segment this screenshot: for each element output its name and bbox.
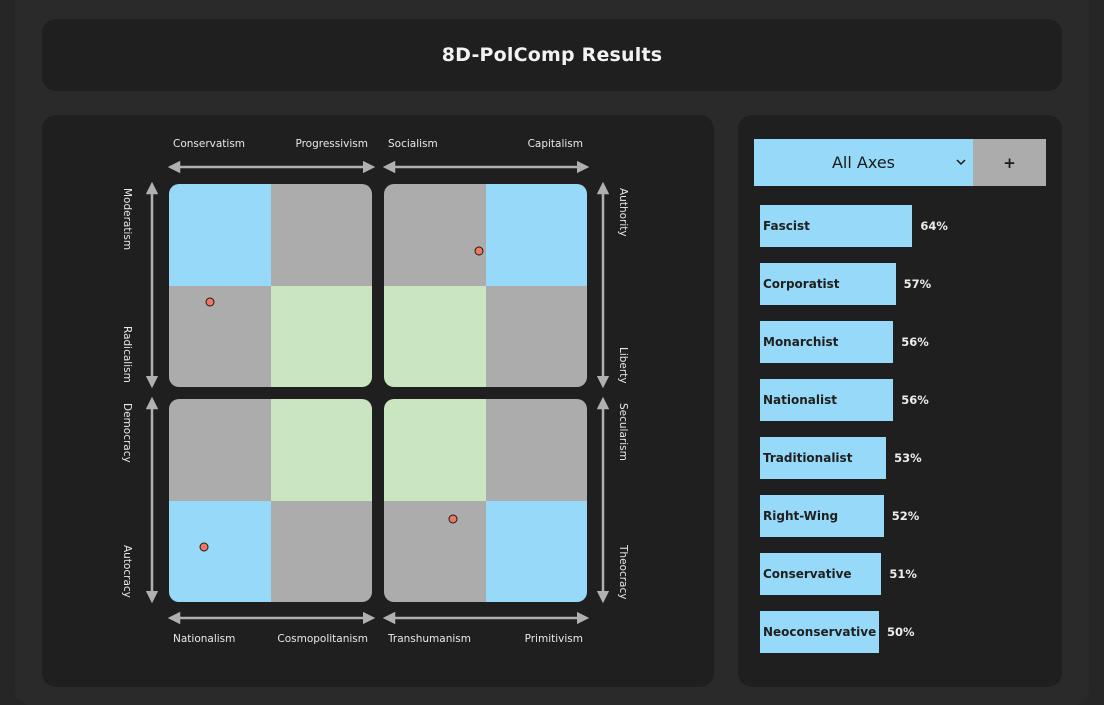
label-cosmopolitanism: Cosmopolitanism bbox=[277, 633, 368, 645]
result-percent: 51% bbox=[889, 567, 917, 581]
result-row: Corporatist 57% bbox=[760, 263, 931, 305]
result-marker bbox=[448, 514, 458, 524]
result-marker bbox=[205, 297, 215, 307]
label-conservatism: Conservatism bbox=[173, 138, 246, 150]
page-title: 8D-PolComp Results bbox=[441, 44, 663, 66]
result-percent: 56% bbox=[901, 393, 929, 407]
compass-panel: Conservatism Progressivism Socialism Cap… bbox=[42, 115, 714, 687]
compass-cell-blue bbox=[169, 184, 271, 286]
compass-cell-blue bbox=[169, 500, 271, 602]
compass-cell-grey bbox=[384, 184, 486, 286]
result-marker bbox=[199, 542, 208, 552]
axis-arrows bbox=[145, 160, 610, 625]
compass-cell-blue bbox=[485, 184, 587, 286]
result-bar: Nationalist bbox=[760, 379, 894, 421]
compass-top-right bbox=[384, 184, 587, 387]
result-row: Conservative 51% bbox=[760, 553, 917, 595]
label-nationalism: Nationalism bbox=[173, 633, 236, 645]
add-axis-button[interactable]: + bbox=[973, 139, 1046, 186]
result-row: Fascist 64% bbox=[760, 205, 948, 247]
compass-cell-green bbox=[270, 285, 372, 387]
compass-cell-grey bbox=[485, 399, 587, 501]
compass-cell-blue bbox=[485, 500, 587, 602]
label-liberty: Liberty bbox=[617, 347, 629, 384]
compass-bottom-right bbox=[384, 399, 587, 602]
compass-cell-green bbox=[270, 399, 372, 501]
label-autocracy: Autocracy bbox=[121, 545, 133, 598]
label-moderatism: Moderatism bbox=[121, 188, 133, 251]
compass-cell-grey bbox=[169, 285, 271, 387]
result-bar: Right-Wing bbox=[760, 495, 884, 537]
label-radicalism: Radicalism bbox=[121, 326, 133, 383]
result-row: Neoconservative 50% bbox=[760, 611, 915, 653]
label-primitivism: Primitivism bbox=[524, 633, 583, 645]
result-percent: 57% bbox=[903, 277, 932, 291]
result-percent: 64% bbox=[920, 219, 948, 233]
label-democracy: Democracy bbox=[121, 403, 133, 463]
result-marker bbox=[474, 246, 484, 256]
compass-cell-grey bbox=[485, 285, 587, 387]
label-theocracy: Theocracy bbox=[617, 545, 629, 600]
compass-cell-grey bbox=[169, 399, 271, 501]
compass-bottom-left bbox=[169, 399, 372, 602]
compass-cell-grey bbox=[270, 184, 372, 286]
label-progressivism: Progressivism bbox=[295, 138, 368, 150]
label-secularism: Secularism bbox=[617, 403, 629, 461]
results-panel: All Axes + Fascist 64% Corporatist 57% Monar… bbox=[738, 115, 1062, 687]
label-transhumanism: Transhumanism bbox=[388, 633, 471, 645]
label-authority: Authority bbox=[617, 188, 629, 237]
result-row: Right-Wing 52% bbox=[760, 495, 919, 537]
axis-select-value: All Axes bbox=[831, 153, 896, 172]
label-capitalism: Capitalism bbox=[527, 138, 583, 150]
page-header: 8D-PolComp Results bbox=[42, 19, 1062, 91]
result-percent: 52% bbox=[891, 509, 920, 523]
label-socialism: Socialism bbox=[388, 138, 438, 150]
result-bar: Traditionalist bbox=[760, 437, 887, 479]
axis-select-dropdown[interactable]: All Axes bbox=[754, 139, 973, 186]
result-row: Nationalist 56% bbox=[760, 379, 929, 421]
chevron-down-icon bbox=[956, 159, 966, 166]
compass-cell-grey bbox=[270, 500, 372, 602]
result-bar: Monarchist bbox=[760, 321, 894, 363]
axis-selector: All Axes + bbox=[754, 139, 1046, 186]
result-percent: 56% bbox=[901, 335, 929, 349]
compass-cell-green bbox=[384, 285, 486, 387]
result-percent: 53% bbox=[894, 451, 922, 465]
result-percent: 50% bbox=[887, 625, 915, 639]
result-row: Monarchist 56% bbox=[760, 321, 929, 363]
result-bar: Neoconservative bbox=[760, 611, 879, 653]
compass-top-left bbox=[169, 184, 372, 387]
compass-cell-green bbox=[384, 399, 486, 501]
result-bar: Fascist bbox=[760, 205, 913, 247]
compass-cell-grey bbox=[384, 500, 486, 602]
result-bar: Corporatist bbox=[760, 263, 896, 305]
result-row: Traditionalist 53% bbox=[760, 437, 922, 479]
result-bar: Conservative bbox=[760, 553, 882, 595]
